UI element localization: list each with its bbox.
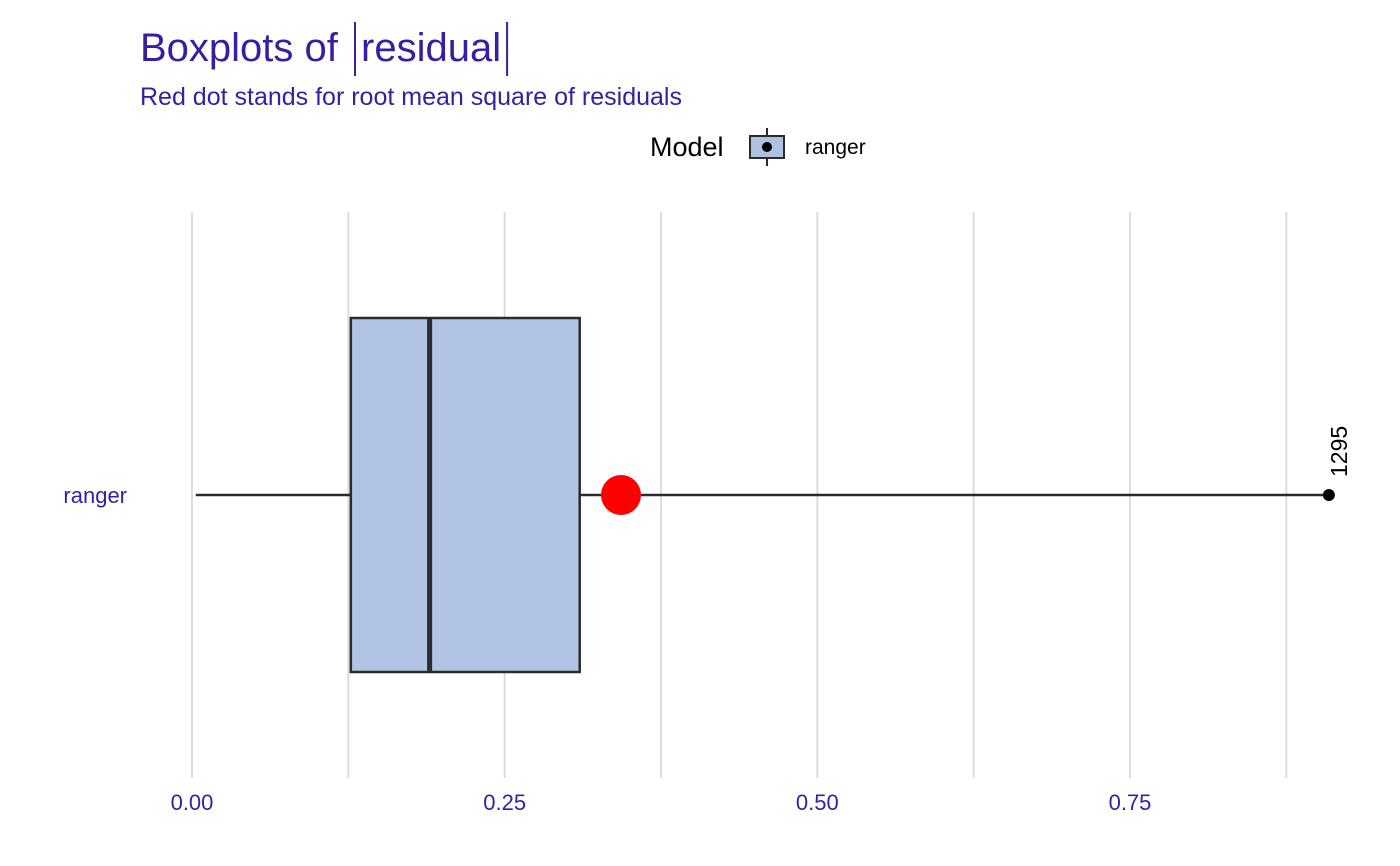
y-axis-labels: ranger [63,483,127,508]
legend-label-ranger: ranger [805,136,866,159]
outlier-label: 1295 [1326,426,1352,477]
x-tick-label: 0.50 [796,790,839,815]
chart-title-text: Boxplots of residual [140,26,501,70]
legend-key-ranger [749,128,785,166]
chart-title: Boxplots of residual [140,22,509,76]
x-tick-label: 0.75 [1109,790,1152,815]
legend-title: Model [650,132,724,162]
boxplot-ranger: 1295 [195,316,1352,674]
legend: Model ranger [650,128,866,166]
outlier-point [1322,489,1335,501]
rms-dot [600,475,641,515]
x-tick-label: 0.25 [483,790,526,815]
chart-title-variable: residual [361,26,501,70]
chart-title-prefix: Boxplots of [140,26,349,70]
y-category-label: ranger [63,483,127,508]
x-tick-label: 0.00 [171,790,214,815]
iqr-box [349,316,581,674]
chart-subtitle: Red dot stands for root mean square of r… [140,83,682,111]
plot-area: 1295 [195,316,1352,674]
x-axis-ticks: 0.00 0.25 0.50 0.75 [171,790,1152,815]
